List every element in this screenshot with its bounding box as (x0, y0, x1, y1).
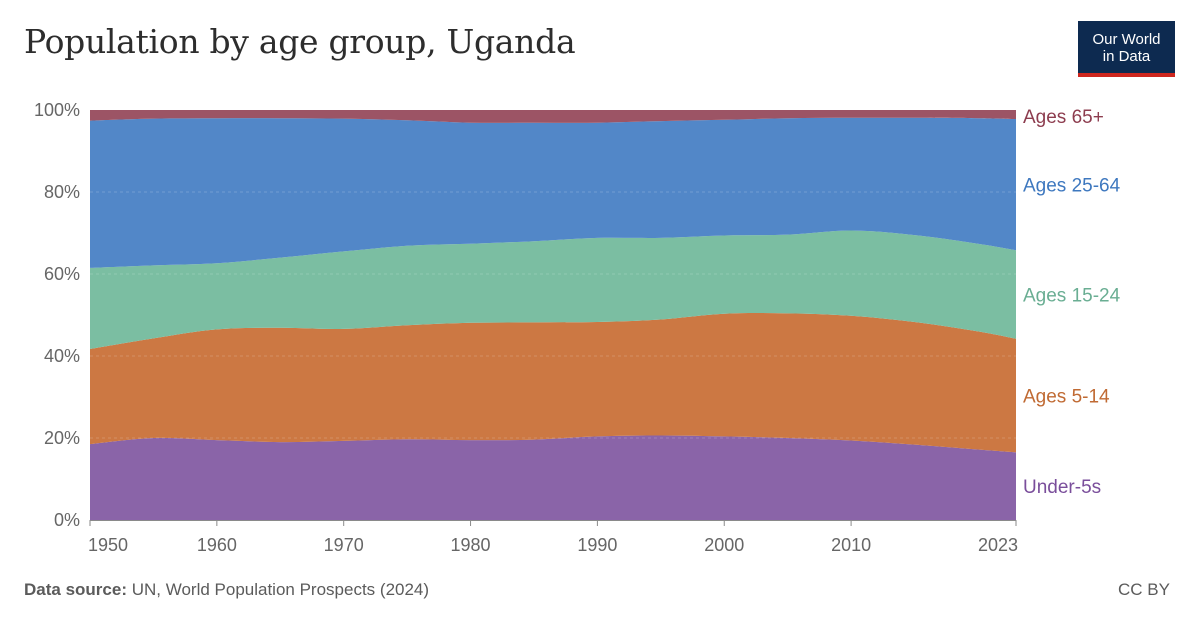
logo-line-2: in Data (1102, 48, 1151, 65)
area-layer (90, 110, 1016, 520)
area-ages-5-14 (90, 313, 1016, 453)
x-tick-label: 1950 (88, 535, 128, 555)
x-tick-label: 2000 (704, 535, 744, 555)
x-tick-label: 1960 (197, 535, 237, 555)
series-label-ages-15-24: Ages 15-24 (1023, 286, 1121, 307)
logo-line-1: Our World (1092, 31, 1161, 48)
area-under-5s (90, 435, 1016, 520)
data-source-text[interactable]: UN, World Population Prospects (2024) (131, 580, 430, 599)
y-tick-label: 80% (44, 182, 80, 202)
license-label[interactable]: CC BY (1118, 580, 1170, 599)
series-label-under-5s: Under-5s (1023, 477, 1101, 498)
x-tick-label: 2023 (978, 535, 1018, 555)
chart-title: Population by age group, Uganda (24, 22, 576, 61)
series-label-ages-65: Ages 65+ (1023, 107, 1104, 128)
y-tick-label: 40% (44, 346, 80, 366)
series-label-ages-5-14: Ages 5-14 (1023, 387, 1110, 408)
area-ages-25-64 (90, 117, 1016, 268)
y-tick-label: 20% (44, 428, 80, 448)
owid-logo[interactable]: Our World in Data (1078, 21, 1175, 77)
data-source-label: Data source: (24, 580, 127, 599)
y-tick-label: 60% (44, 264, 80, 284)
x-tick-label: 1970 (324, 535, 364, 555)
x-tick-label: 2010 (831, 535, 871, 555)
area-ages-65 (90, 110, 1016, 123)
x-tick-label: 1980 (451, 535, 491, 555)
y-tick-label: 100% (34, 100, 80, 120)
y-tick-label: 0% (54, 510, 80, 530)
series-label-ages-25-64: Ages 25-64 (1023, 176, 1121, 197)
data-source: Data source: UN, World Population Prospe… (24, 580, 429, 600)
area-ages-15-24 (90, 230, 1016, 349)
x-tick-label: 1990 (577, 535, 617, 555)
